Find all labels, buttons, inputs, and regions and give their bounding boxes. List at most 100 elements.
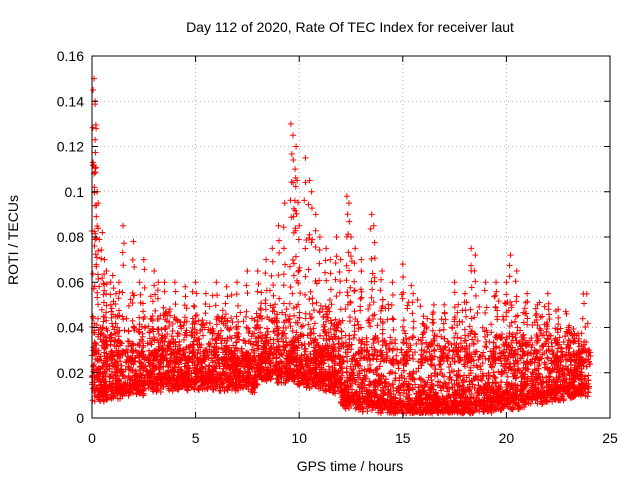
data-point xyxy=(381,389,388,396)
data-point xyxy=(308,371,315,378)
data-point xyxy=(473,394,480,401)
data-point xyxy=(492,380,499,387)
data-point xyxy=(560,377,567,384)
data-point xyxy=(100,373,107,380)
data-point xyxy=(396,389,403,396)
data-point xyxy=(445,364,452,371)
data-point xyxy=(524,366,531,373)
data-point xyxy=(539,385,546,392)
data-point xyxy=(314,373,321,380)
data-point xyxy=(193,312,200,319)
data-point xyxy=(534,400,541,407)
data-point xyxy=(349,396,356,403)
data-point xyxy=(119,372,126,379)
data-point xyxy=(262,306,269,313)
data-point xyxy=(165,345,172,352)
data-point xyxy=(376,363,383,370)
data-point xyxy=(325,373,332,380)
data-point xyxy=(477,366,484,373)
data-point xyxy=(367,366,374,373)
data-point xyxy=(293,329,300,336)
data-point xyxy=(113,365,120,372)
data-point xyxy=(522,365,529,372)
data-point xyxy=(291,312,298,319)
data-point xyxy=(144,368,151,375)
data-point xyxy=(356,388,363,395)
data-point xyxy=(394,404,401,411)
data-point xyxy=(550,350,557,357)
data-point xyxy=(448,376,455,383)
data-point xyxy=(452,392,459,399)
data-point xyxy=(356,337,363,344)
data-point xyxy=(327,317,334,324)
data-point xyxy=(565,387,572,394)
data-point xyxy=(101,383,108,390)
data-point xyxy=(114,382,121,389)
data-point xyxy=(515,405,522,412)
data-point xyxy=(454,382,461,389)
data-point xyxy=(451,381,458,388)
data-point xyxy=(169,387,176,394)
data-point xyxy=(136,378,143,385)
data-point xyxy=(559,370,566,377)
data-point xyxy=(403,380,410,387)
data-point xyxy=(313,364,320,371)
data-point xyxy=(406,381,413,388)
data-point xyxy=(153,379,160,386)
data-point xyxy=(419,408,426,415)
data-point xyxy=(246,364,252,371)
data-point xyxy=(585,389,592,396)
data-point xyxy=(532,379,539,386)
data-point xyxy=(498,379,505,386)
data-point xyxy=(564,390,571,397)
data-point xyxy=(199,385,206,392)
data-point xyxy=(490,402,497,409)
data-point xyxy=(406,370,413,377)
data-point xyxy=(289,338,296,345)
data-point xyxy=(396,374,403,381)
data-point xyxy=(385,345,392,352)
data-point xyxy=(344,377,351,384)
data-point xyxy=(257,370,264,377)
data-point xyxy=(583,363,590,370)
data-point xyxy=(397,406,404,413)
data-point xyxy=(447,361,454,368)
data-point xyxy=(456,408,463,415)
data-point xyxy=(521,398,528,405)
data-point xyxy=(350,335,357,342)
data-point xyxy=(549,366,556,373)
data-point xyxy=(232,372,239,379)
data-point xyxy=(450,398,457,405)
data-point xyxy=(100,391,107,398)
data-point xyxy=(475,376,482,383)
data-point xyxy=(419,399,426,406)
data-point xyxy=(439,394,446,401)
data-point xyxy=(229,319,236,326)
data-point xyxy=(477,363,484,370)
data-point xyxy=(106,335,113,342)
data-point xyxy=(262,331,269,338)
data-point xyxy=(555,397,562,404)
data-point xyxy=(101,368,108,375)
data-point xyxy=(337,380,344,387)
data-point xyxy=(287,365,294,372)
data-point xyxy=(376,395,383,402)
data-point xyxy=(272,362,279,369)
data-point xyxy=(351,391,358,398)
data-point xyxy=(234,333,241,340)
data-point xyxy=(431,370,438,377)
data-point xyxy=(427,385,434,392)
data-point xyxy=(325,363,332,370)
data-point xyxy=(584,320,591,327)
data-point xyxy=(528,382,535,389)
data-point xyxy=(356,368,363,375)
data-point xyxy=(373,366,380,373)
data-point xyxy=(157,382,164,389)
data-point xyxy=(423,339,430,346)
data-point xyxy=(195,387,202,394)
data-point xyxy=(419,388,426,395)
data-point xyxy=(303,374,310,381)
data-point xyxy=(310,374,317,381)
data-point xyxy=(164,331,171,338)
data-point xyxy=(178,367,185,374)
